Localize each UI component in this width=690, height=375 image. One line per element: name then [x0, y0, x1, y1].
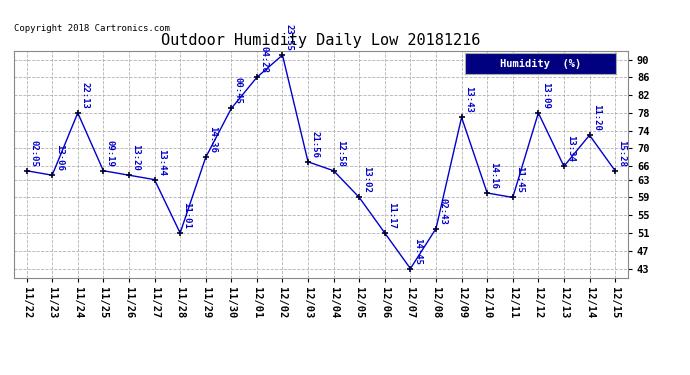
Text: 13:44: 13:44: [157, 148, 166, 176]
Text: 13:06: 13:06: [55, 144, 63, 171]
Text: 13:09: 13:09: [541, 82, 550, 109]
Text: 21:56: 21:56: [310, 131, 319, 158]
Text: 00:45: 00:45: [234, 77, 243, 104]
Title: Outdoor Humidity Daily Low 20181216: Outdoor Humidity Daily Low 20181216: [161, 33, 480, 48]
Text: 13:43: 13:43: [464, 86, 473, 113]
Text: 14:36: 14:36: [208, 126, 217, 153]
Text: 11:01: 11:01: [183, 202, 192, 229]
Text: 02:05: 02:05: [29, 140, 38, 166]
Text: Copyright 2018 Cartronics.com: Copyright 2018 Cartronics.com: [14, 24, 170, 33]
Text: 11:17: 11:17: [387, 202, 396, 229]
Text: 14:45: 14:45: [413, 237, 422, 264]
Text: 04:28: 04:28: [259, 46, 268, 73]
Text: 11:20: 11:20: [592, 104, 601, 131]
Text: 14:16: 14:16: [490, 162, 499, 189]
Text: 11:45: 11:45: [515, 166, 524, 193]
Text: 13:34: 13:34: [566, 135, 575, 162]
Text: 09:19: 09:19: [106, 140, 115, 166]
Text: 23:55: 23:55: [285, 24, 294, 51]
Text: 02:43: 02:43: [438, 198, 447, 224]
Text: 22:13: 22:13: [80, 82, 89, 109]
Text: 12:58: 12:58: [336, 140, 345, 166]
Text: 13:02: 13:02: [362, 166, 371, 193]
Text: 15:28: 15:28: [618, 140, 627, 166]
Text: 13:20: 13:20: [131, 144, 140, 171]
